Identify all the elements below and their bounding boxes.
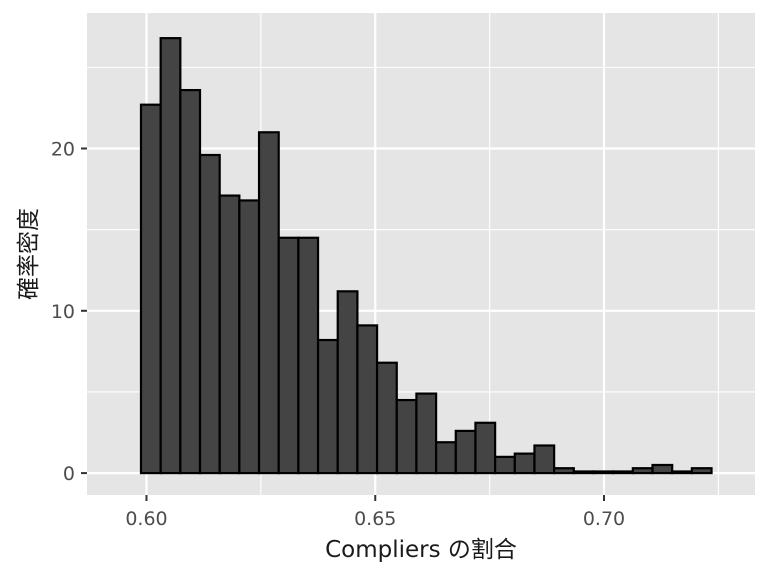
axis-tick-labels: 0.60 0.65 0.70 0 10 20 [51, 139, 625, 530]
histogram-bar-26 [651, 463, 674, 475]
histogram-bar-1 [159, 37, 182, 475]
histogram-bar-7 [277, 236, 300, 475]
y-axis-title: 確率密度 [16, 208, 42, 300]
histogram-bar-12 [375, 361, 398, 475]
histogram-bar-21 [553, 467, 575, 475]
histogram-bar-16 [454, 429, 477, 475]
histogram-bar-18 [494, 455, 516, 475]
histogram-bar-11 [356, 324, 379, 475]
histogram-bar-9 [316, 338, 339, 475]
histogram-bar-22 [572, 470, 595, 475]
x-axis-title: Compliers の割合 [325, 537, 517, 563]
histogram-bar-13 [395, 398, 418, 475]
histogram-bar-3 [198, 153, 221, 475]
histogram-bar-14 [415, 392, 438, 475]
x-tick-label-0: 0.60 [125, 508, 167, 530]
axis-ticks [81, 147, 606, 501]
histogram-bar-5 [238, 199, 261, 475]
y-tick-label-0: 0 [63, 463, 75, 485]
histogram-bar-6 [257, 131, 280, 475]
y-tick-label-1: 10 [51, 301, 75, 323]
histogram-bar-0 [139, 103, 162, 475]
histogram-bar-15 [434, 441, 457, 475]
histogram-bar-24 [612, 470, 634, 475]
y-tick-label-2: 20 [51, 139, 75, 161]
histogram-bar-8 [297, 236, 320, 475]
histogram-bar-2 [179, 88, 202, 475]
x-tick-label-1: 0.65 [354, 508, 396, 530]
x-tick-label-2: 0.70 [583, 508, 625, 530]
histogram-bar-17 [474, 421, 497, 475]
histogram-bar-19 [513, 452, 536, 475]
histogram-bars [139, 37, 713, 475]
histogram-bar-28 [690, 467, 713, 475]
histogram-bar-27 [671, 470, 693, 475]
histogram-bar-10 [336, 290, 359, 475]
histogram-bar-23 [592, 470, 615, 475]
histogram-bar-25 [631, 467, 654, 475]
histogram-bar-20 [533, 444, 556, 475]
histogram-bar-4 [218, 194, 241, 475]
